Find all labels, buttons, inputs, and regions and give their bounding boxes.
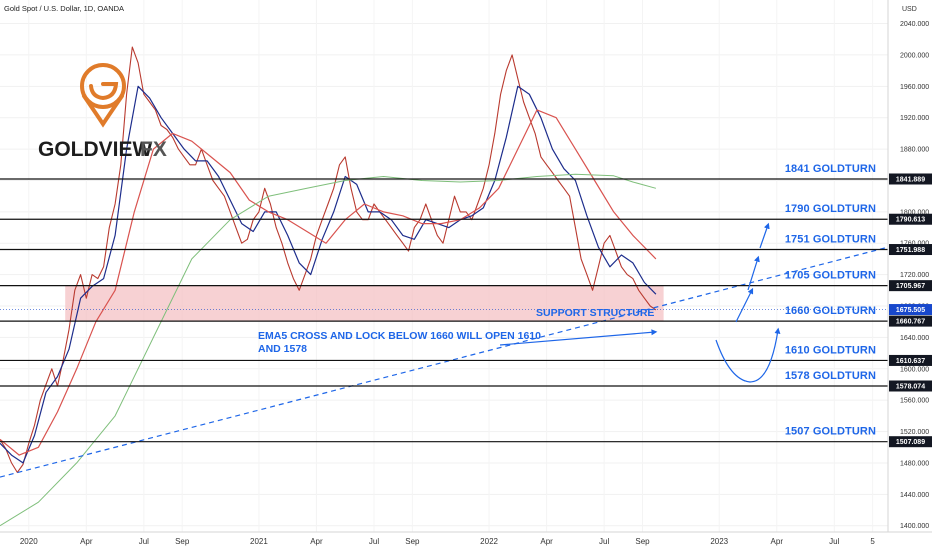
level-price-tag-text: 1751.988 [896,247,925,254]
price-tick-label: 2000.000 [900,52,929,59]
price-tick-label: 1520.000 [900,429,929,436]
level-label: 1610 GOLDTURN [785,344,876,356]
annotation-line-1: EMA5 CROSS AND LOCK BELOW 1660 WILL OPEN… [258,330,541,342]
time-tick-label: Jul [139,537,149,546]
level-label: 1841 GOLDTURN [785,163,876,175]
location-pin-icon [80,63,126,128]
series-line-ema-long [0,173,657,527]
time-tick-label: Apr [540,537,553,546]
last-price-tag [889,304,932,316]
level-price-tag [889,280,932,292]
level-label: 1660 GOLDTURN [785,305,876,317]
price-tick-label: 1560.000 [900,398,929,405]
level-price-tag-text: 1705.967 [896,283,925,290]
annotation-arrow [499,329,658,346]
price-tick-label: 1480.000 [900,460,929,467]
level-price-tag-text: 1790.613 [896,217,925,224]
price-tick-label: 1920.000 [900,115,929,122]
price-tick-label: 2040.000 [900,21,929,28]
level-label: 1790 GOLDTURN [785,203,876,215]
series-line-price [0,46,657,473]
support-zone [65,285,664,322]
projection-arrow-up-3 [759,222,770,249]
series-layer [0,46,657,527]
levels-layer: 1841 GOLDTURN 1790 GOLDTURN 1751 GOLDTURN 1… [0,163,889,478]
level-price-tag [889,380,932,392]
chart-title: Gold Spot / U.S. Dollar, 1D, OANDA [4,4,124,13]
projection-layer [499,222,781,383]
time-tick-label: Apr [80,537,93,546]
time-tick-label: Apr [310,537,323,546]
time-tick-label: Sep [635,537,650,546]
level-price-tag [889,436,932,448]
time-tick-label: Jul [369,537,379,546]
series-line-ema-short [0,85,657,464]
price-tick-label: 1880.000 [900,147,929,154]
level-price-tag [889,315,932,327]
price-tick-label: 1440.000 [900,492,929,499]
level-price-tag-text: 1507.089 [896,439,925,446]
level-price-tag [889,213,932,225]
price-axis[interactable]: USD 2040.000 2000.000 1960.000 1920.000 1880… [887,0,932,532]
projection-arrow-curve [715,327,781,383]
price-tick-label: 1800.000 [900,209,929,216]
time-tick-label: Jul [599,537,609,546]
time-tick-label: Jul [829,537,839,546]
support-zone-layer [65,285,664,322]
price-tick-label: 1640.000 [900,335,929,342]
time-tick-label: 2021 [250,537,268,546]
price-tick-label: 1600.000 [900,366,929,373]
projection-arrow-up-2 [747,255,760,291]
level-price-tag-text: 1610.637 [896,358,925,365]
grid [0,0,888,532]
time-tick-label: 2023 [710,537,728,546]
axis-unit-label: USD [902,6,917,13]
level-price-tag-text: 1841.889 [896,176,925,183]
level-price-tag [889,354,932,366]
support-zone-label: SUPPORT STRUCTURE [536,307,654,319]
level-price-tag-text: 1660.767 [896,319,925,326]
time-tick-label: 2022 [480,537,498,546]
brand-suffix: FX [140,138,167,161]
time-tick-label: 2020 [20,537,38,546]
annotation-line-2: AND 1578 [258,343,307,355]
time-tick-label: Sep [405,537,420,546]
level-label: 1578 GOLDTURN [785,370,876,382]
time-tick-label: Sep [175,537,190,546]
level-label: 1705 GOLDTURN [785,270,876,282]
level-label: 1751 GOLDTURN [785,234,876,246]
level-price-tag [889,173,932,185]
brand-name: GOLDVIEW [38,138,153,161]
time-tick-label: 5 [870,537,875,546]
price-tick-label: 1400.000 [900,523,929,530]
price-tick-label: 1960.000 [900,84,929,91]
level-price-tag-text: 1578.074 [896,383,925,390]
time-tick-label: Apr [771,537,784,546]
rising-trendline [0,246,889,478]
level-label: 1507 GOLDTURN [785,426,876,438]
brand-logo: GOLDVIEW FX [38,63,167,161]
projection-arrow-up-1 [735,287,754,323]
series-line-ema-mid [0,109,657,456]
last-price-tag-text: 1675.505 [896,307,925,314]
level-price-tag [889,244,932,256]
time-axis[interactable]: 2020 Apr Jul Sep 2021 Apr Jul Sep 2022 Apr Jul Sep 2… [0,531,932,546]
price-tick-label: 1720.000 [900,272,929,279]
